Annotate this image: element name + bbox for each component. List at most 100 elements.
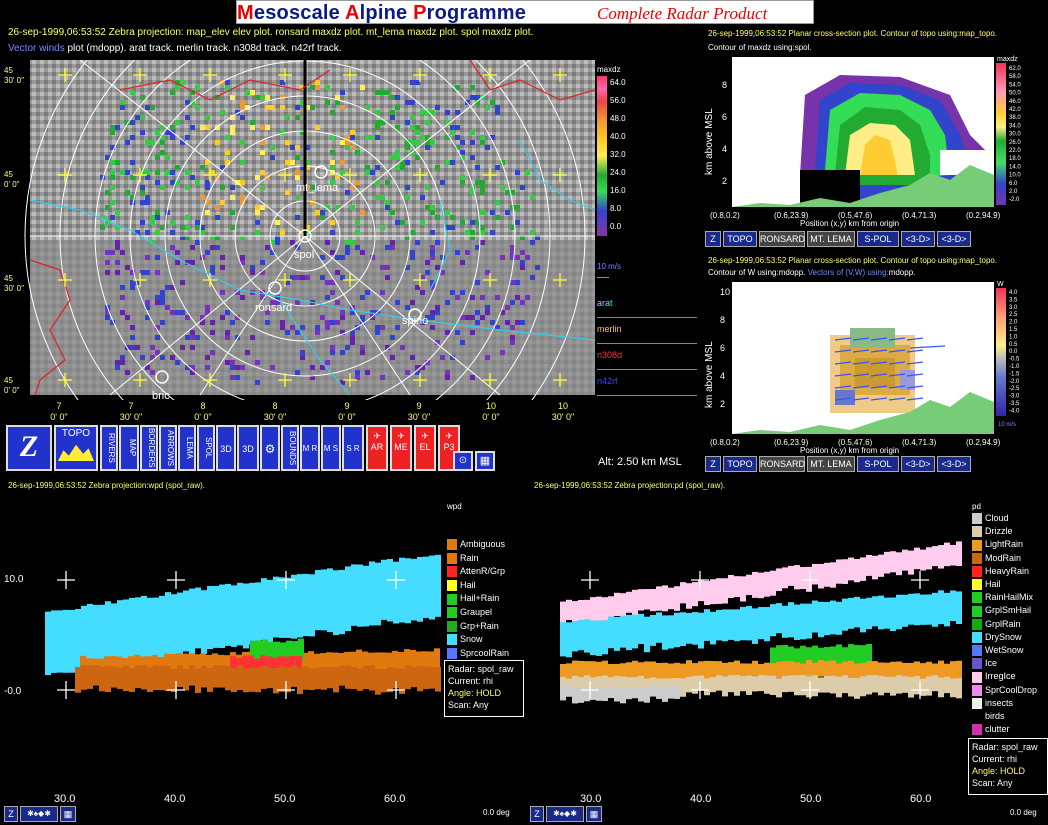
xsec_mid-btn-3[interactable]: MT. LEMA <box>807 456 855 472</box>
echo-cell <box>380 225 385 230</box>
echo-cell <box>120 355 125 360</box>
echo-cell <box>430 285 435 290</box>
track-arat[interactable]: arat <box>597 298 613 308</box>
echo-cell <box>405 265 410 270</box>
echo-cell <box>200 125 205 130</box>
echo-cell <box>295 170 300 175</box>
sr-button[interactable]: S R <box>342 425 364 471</box>
xsec_top-btn-4[interactable]: S-POL <box>857 231 899 247</box>
vector-winds-link[interactable]: Vector winds <box>8 43 65 54</box>
echo-cell <box>165 592 171 658</box>
echo-cell <box>884 676 890 693</box>
3d-button-b[interactable]: 3D <box>237 425 259 471</box>
echo-cell <box>150 220 155 225</box>
echo-cell <box>295 155 300 160</box>
echo-cell <box>752 676 758 692</box>
xsec_mid-btn-1[interactable]: TOPO <box>723 456 757 472</box>
echo-cell <box>280 105 285 110</box>
echo-cell <box>205 210 210 215</box>
wpd-z-button[interactable]: Z <box>4 806 18 822</box>
target-icon[interactable]: ⊙ <box>453 451 473 471</box>
echo-cell <box>170 135 175 140</box>
echo-cell <box>155 350 160 355</box>
wpd-symbols-button[interactable]: ✱♠◆✱ <box>20 806 58 822</box>
echo-cell <box>201 590 207 654</box>
wpd-plot[interactable] <box>0 490 530 810</box>
echo-cell <box>455 135 460 140</box>
echo-cell <box>836 676 842 698</box>
arrows-button[interactable]: ARROWS <box>159 425 177 471</box>
xsec-top-xlabel: Position (x,y) km from origin <box>800 219 900 228</box>
xsec_top-btn-0[interactable]: Z <box>705 231 721 247</box>
rivers-button[interactable]: RIVERS <box>100 425 118 471</box>
echo-cell <box>390 95 395 100</box>
echo-cell <box>566 599 572 621</box>
xsec_top-btn-6[interactable]: <3-D> <box>937 231 971 247</box>
echo-cell <box>460 260 465 265</box>
echo-cell <box>656 686 662 699</box>
echo-cell <box>255 380 260 385</box>
xsec_top-btn-1[interactable]: TOPO <box>723 231 757 247</box>
echo-cell <box>340 275 345 280</box>
grid-icon[interactable]: ▦ <box>475 451 495 471</box>
echo-cell <box>782 605 788 638</box>
merlin-aircraft-button[interactable]: ✈ ME <box>390 425 412 471</box>
main-scale-value: 64.0 <box>610 78 626 87</box>
echo-cell <box>405 160 410 165</box>
bounds-button[interactable]: BOUNDS <box>281 425 299 471</box>
wheel-icon[interactable]: ⚙ <box>260 425 280 471</box>
zebra-z-button[interactable]: Z <box>6 425 52 471</box>
echo-cell <box>220 80 225 85</box>
main-map[interactable]: mt_lema spol ronsard spino bric <box>0 60 600 400</box>
3d-button-a[interactable]: 3D <box>216 425 236 471</box>
xsec_top-btn-3[interactable]: MT. LEMA <box>807 231 855 247</box>
echo-cell <box>842 598 848 631</box>
topo-button[interactable]: TOPO <box>54 425 98 471</box>
pd-legend-item: IrregIce <box>972 671 1016 683</box>
xsec_mid-btn-5[interactable]: <3-D> <box>901 456 935 472</box>
echo-cell <box>310 375 315 380</box>
map-button[interactable]: MAP <box>119 425 139 471</box>
xsec_mid-btn-4[interactable]: S-POL <box>857 456 899 472</box>
pd-z-button[interactable]: Z <box>530 806 544 822</box>
echo-cell <box>716 661 722 679</box>
echo-cell <box>455 145 460 150</box>
xsec_top-btn-2[interactable]: RONSARD <box>759 231 805 247</box>
echo-cell <box>205 310 210 315</box>
xsec_mid-btn-6[interactable]: <3-D> <box>937 456 971 472</box>
track-n42rf[interactable]: n42rf <box>597 376 618 386</box>
echo-cell <box>115 210 120 215</box>
echo-cell <box>327 666 333 689</box>
echo-cell <box>305 160 310 165</box>
borders-button[interactable]: BORDERS <box>140 425 158 471</box>
xsec-mid-scale-value: 0.5 <box>1009 342 1018 348</box>
xsec_mid-btn-0[interactable]: Z <box>705 456 721 472</box>
spol-button[interactable]: SPOL <box>197 425 215 471</box>
mr-button[interactable]: M R <box>300 425 320 471</box>
echo-cell <box>674 586 680 611</box>
pd-grid-button[interactable]: ▦ <box>586 806 602 822</box>
pd-info-current: Current: rhi <box>972 754 1018 764</box>
pd-symbols-button[interactable]: ✱♠◆✱ <box>546 806 584 822</box>
wpd-grid-button[interactable]: ▦ <box>60 806 76 822</box>
echo-cell <box>572 660 578 682</box>
track-n308d[interactable]: n308d <box>597 350 623 360</box>
xsec_top-btn-5[interactable]: <3-D> <box>901 231 935 247</box>
ms-button[interactable]: M S <box>321 425 341 471</box>
electra-aircraft-button[interactable]: ✈ EL <box>414 425 436 471</box>
xsec_mid-btn-2[interactable]: RONSARD <box>759 456 805 472</box>
lema-button[interactable]: LEMA <box>178 425 196 471</box>
echo-cell <box>130 270 135 275</box>
echo-cell <box>210 270 215 275</box>
arat-aircraft-button[interactable]: ✈ AR <box>366 425 388 471</box>
echo-cell <box>510 245 515 250</box>
track-merlin[interactable]: merlin <box>597 324 622 334</box>
echo-cell <box>81 605 87 667</box>
echo-cell <box>480 185 485 190</box>
pd-plot[interactable] <box>530 490 970 810</box>
echo-cell <box>255 175 260 180</box>
echo-cell <box>505 305 510 310</box>
echo-cell <box>818 601 824 638</box>
